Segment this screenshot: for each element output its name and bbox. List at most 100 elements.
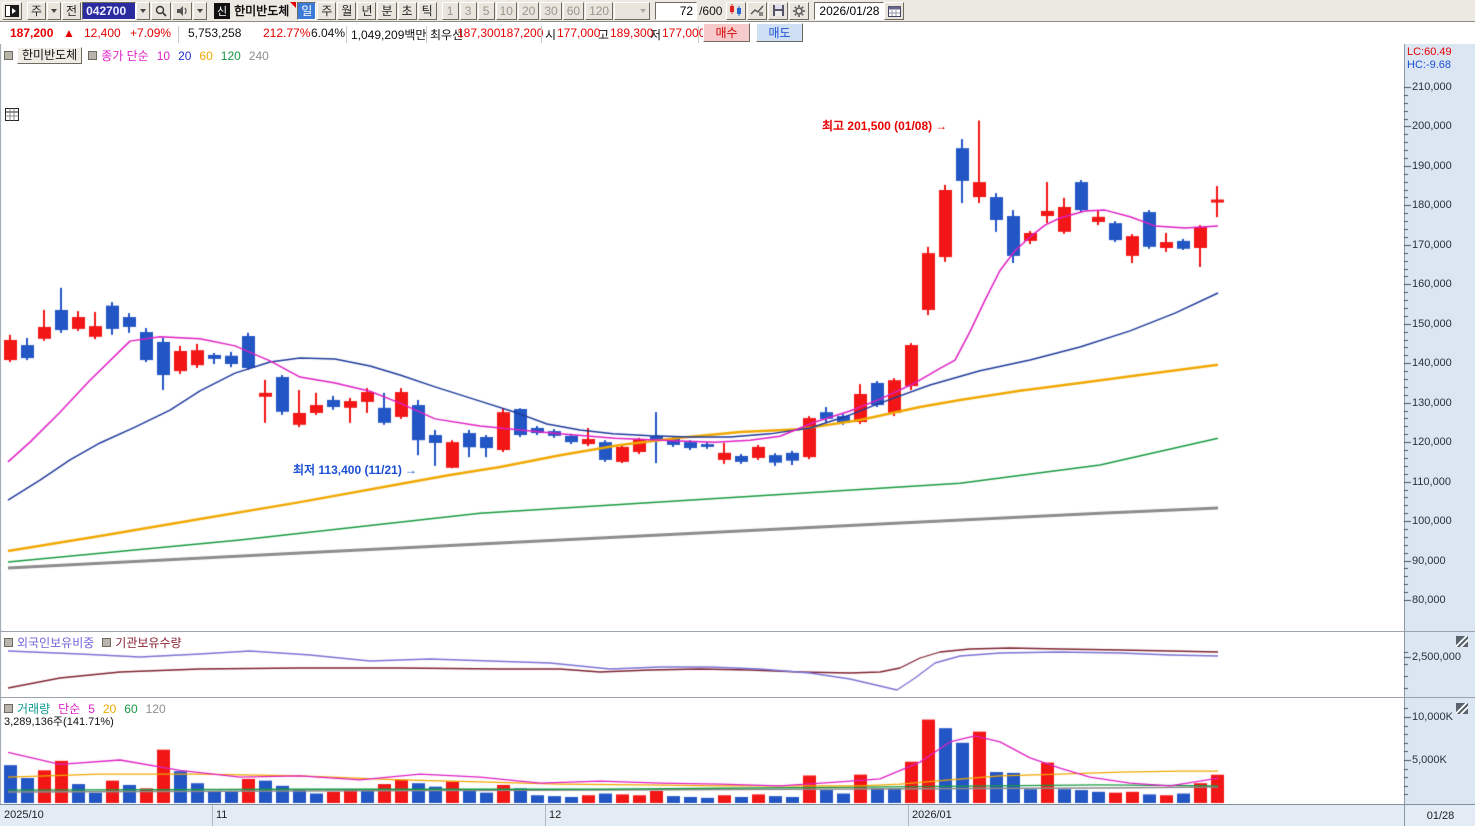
ma-legend: 10 20 60 120 240 [157, 49, 277, 63]
price-tick-label: 200,000 [1412, 120, 1452, 133]
volume-tick-label: 5,000K [1412, 754, 1447, 766]
period-dropdown-button[interactable] [47, 1, 62, 20]
buy-button[interactable]: 매수 [703, 23, 750, 42]
settings-button[interactable] [789, 1, 810, 20]
period-quick-button[interactable]: 주 [27, 1, 47, 20]
search-button[interactable] [151, 1, 172, 20]
chart-area: 한미반도체 종가 단순 10 20 60 120 240 LC:60.49 HC:-9.… [0, 44, 1475, 826]
sound-dropdown-button[interactable] [193, 1, 208, 20]
high-price: 189,300 [610, 26, 654, 40]
price-change: 12,400 [84, 26, 121, 40]
interval-button-10[interactable]: 10 [495, 1, 517, 20]
high-annotation: 최고 201,500 (01/08) → [822, 119, 948, 133]
price-tick-label: 150,000 [1412, 317, 1452, 330]
price-tick-label: 210,000 [1412, 81, 1452, 93]
legend-item-20: 20 [178, 48, 192, 63]
compare-candles-button[interactable] [726, 1, 747, 20]
interval-button-120[interactable]: 120 [585, 1, 614, 20]
timeframe-button-주[interactable]: 주 [317, 1, 337, 20]
time-tick-label: 12 [549, 809, 562, 821]
search-icon [155, 5, 167, 17]
price-tick-label: 90,000 [1412, 554, 1446, 567]
interval-button-20[interactable]: 20 [517, 1, 540, 20]
panel-resize-icon[interactable] [1456, 636, 1468, 647]
volume-ratio: 212.77% [263, 26, 311, 40]
interval-button-60[interactable]: 60 [562, 1, 585, 20]
timeframe-button-분[interactable]: 분 [377, 1, 397, 20]
panel-separator[interactable] [0, 697, 1475, 698]
volume-tick-label: 10,000K [1412, 711, 1453, 723]
price-tick-label: 120,000 [1412, 436, 1452, 449]
timeframe-button-년[interactable]: 년 [357, 1, 377, 20]
best-quote-label: 최우선 [430, 28, 464, 42]
sub-panel-header: 외국인보유비중 기관보유수량 [4, 634, 190, 651]
stock-code-input[interactable] [82, 1, 137, 20]
calendar-icon [887, 5, 901, 17]
panel-toggle-button[interactable] [2, 1, 22, 20]
time-axis-divider [212, 805, 213, 826]
price-tick-label: 130,000 [1412, 396, 1452, 409]
panel-resize-icon[interactable] [1456, 703, 1468, 714]
trade-value: 1,049,209백만 [351, 28, 427, 42]
save-button[interactable] [768, 1, 789, 20]
panel-bullet-icon [102, 638, 112, 647]
panel-toggle-icon [5, 4, 19, 17]
draw-trendline-button[interactable] [747, 1, 768, 20]
volume-ma-legend: 5 20 60 120 [88, 702, 173, 716]
time-axis-divider [545, 805, 546, 826]
main-panel-header: 한미반도체 종가 단순 10 20 60 120 240 [4, 47, 277, 64]
interval-button-5[interactable]: 5 [477, 1, 495, 20]
panel-bullet-icon [4, 51, 13, 60]
calendar-button[interactable] [884, 1, 905, 20]
legend-item-20: 20 [102, 701, 117, 716]
timeframe-button-초[interactable]: 초 [397, 1, 417, 20]
code-dropdown-button[interactable] [136, 1, 151, 20]
chevron-down-icon [197, 8, 204, 13]
price-tick-label: 100,000 [1412, 515, 1452, 528]
candle-compare-icon [730, 4, 742, 16]
open-price: 177,000 [557, 26, 601, 40]
bar-count-input[interactable] [655, 1, 698, 20]
interval-dropdown[interactable] [614, 1, 651, 20]
sub-axis-label: 2,500,000 [1412, 651, 1461, 663]
panel-bullet-icon [4, 638, 13, 647]
chevron-down-icon [51, 8, 58, 13]
timeframe-day-button[interactable]: 일 [297, 1, 317, 20]
time-axis-divider [908, 805, 909, 826]
panel-separator[interactable] [0, 631, 1475, 632]
volume-ma-label: 단순 [58, 702, 81, 716]
legend-item-60: 60 [199, 48, 213, 63]
timeframe-button-틱[interactable]: 틱 [417, 1, 437, 20]
interval-button-3[interactable]: 3 [459, 1, 477, 20]
time-axis: 01/28 2025/10 11 12 2026/01 [0, 804, 1475, 826]
timeframe-button-월[interactable]: 월 [337, 1, 357, 20]
date-input[interactable] [814, 1, 885, 20]
bar-total-label: /600 [699, 3, 723, 18]
sell-button[interactable]: 매도 [756, 23, 803, 42]
legend-item-60: 60 [124, 701, 138, 716]
status-bar: 187,200 ▲ 12,400 +7.09% 5,753,258 212.77… [0, 22, 1475, 45]
price-tick-label: 160,000 [1412, 278, 1452, 291]
jeon-button[interactable]: 전 [62, 1, 82, 20]
sound-button[interactable] [172, 1, 193, 20]
price-tick-label: 80,000 [1412, 594, 1446, 606]
legend-item-5: 5 [88, 701, 95, 716]
turnover-pct: 6.04% [311, 26, 346, 40]
price-tick-label: 190,000 [1412, 159, 1452, 172]
main-panel-title[interactable]: 한미반도체 [17, 47, 83, 64]
lc-value: LC:60.49 [1407, 46, 1452, 58]
volume-stat: 3,289,136주(141.71%) [4, 716, 114, 728]
legend-item-120: 120 [220, 48, 241, 63]
grid-tool-icon[interactable] [5, 108, 19, 121]
ma-legend-label: 종가 단순 [101, 49, 149, 63]
chart-canvas[interactable] [0, 44, 1475, 826]
interval-button-30[interactable]: 30 [540, 1, 562, 20]
interval-button-1[interactable]: 1 [441, 1, 459, 20]
floppy-disk-icon [772, 5, 784, 16]
best-ask: 187,300 [457, 26, 501, 40]
red-corner-mark-icon [290, 2, 297, 8]
gear-icon [793, 4, 806, 17]
current-price: 187,200 [10, 26, 54, 40]
price-tick-label: 140,000 [1412, 357, 1452, 370]
institution-holdings-label: 기관보유수량 [115, 636, 182, 650]
